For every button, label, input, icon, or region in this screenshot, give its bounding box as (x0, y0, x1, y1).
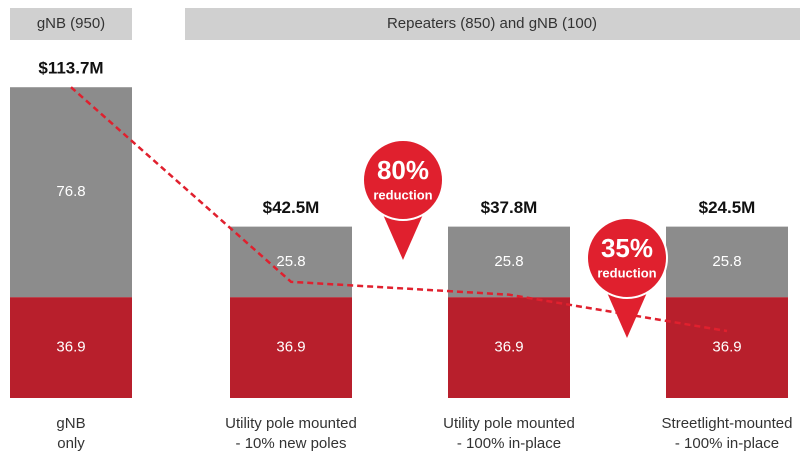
callout-circle (362, 139, 444, 221)
callout-value: 35% (601, 233, 653, 263)
callout-pointer (605, 288, 649, 338)
bar-segment (10, 297, 132, 398)
total-label: $42.5M (263, 198, 320, 217)
header: gNB (950) (37, 15, 105, 32)
bar-segment (448, 226, 570, 298)
headers: gNB (950) Repeaters (850) and gNB (100) (10, 8, 800, 40)
callout-text: reduction (597, 265, 656, 280)
callout-text: reduction (373, 187, 432, 202)
segment-label: 25.8 (712, 253, 741, 270)
x-tick-label: only (57, 435, 85, 452)
x-tick-label: - 10% new poles (236, 435, 347, 452)
segment-label: 36.9 (56, 339, 85, 356)
callout-circle (586, 217, 668, 299)
callout: 80% reduction (362, 139, 444, 260)
header-box (10, 8, 132, 40)
callout: 35% reduction (586, 217, 668, 338)
x-tick-label: - 100% in-place (457, 435, 561, 452)
segment-label: 25.8 (494, 253, 523, 270)
bar-segment (230, 297, 352, 398)
header: Repeaters (850) and gNB (100) (387, 15, 597, 32)
x-tick-label: gNB (56, 415, 85, 432)
x-tick-label: Utility pole mounted (443, 415, 575, 432)
segment-label: 76.8 (56, 183, 85, 200)
bar-segment (448, 297, 570, 398)
bar-segment (666, 297, 788, 398)
x-tick-label: Streetlight-mounted (662, 415, 793, 432)
callout-value: 80% (377, 155, 429, 185)
header-box (185, 8, 800, 40)
total-label: $24.5M (699, 198, 756, 217)
total-label: $37.8M (481, 198, 538, 217)
segment-label: 36.9 (494, 339, 523, 356)
segment-label: 25.8 (276, 253, 305, 270)
segment-label: 36.9 (712, 339, 741, 356)
callout-pointer (381, 210, 425, 260)
segment-label: 36.9 (276, 339, 305, 356)
total-label: $113.7M (38, 59, 103, 78)
x-tick-label: - 100% in-place (675, 435, 779, 452)
bar-segment (666, 226, 788, 298)
x-tick-label: Utility pole mounted (225, 415, 357, 432)
